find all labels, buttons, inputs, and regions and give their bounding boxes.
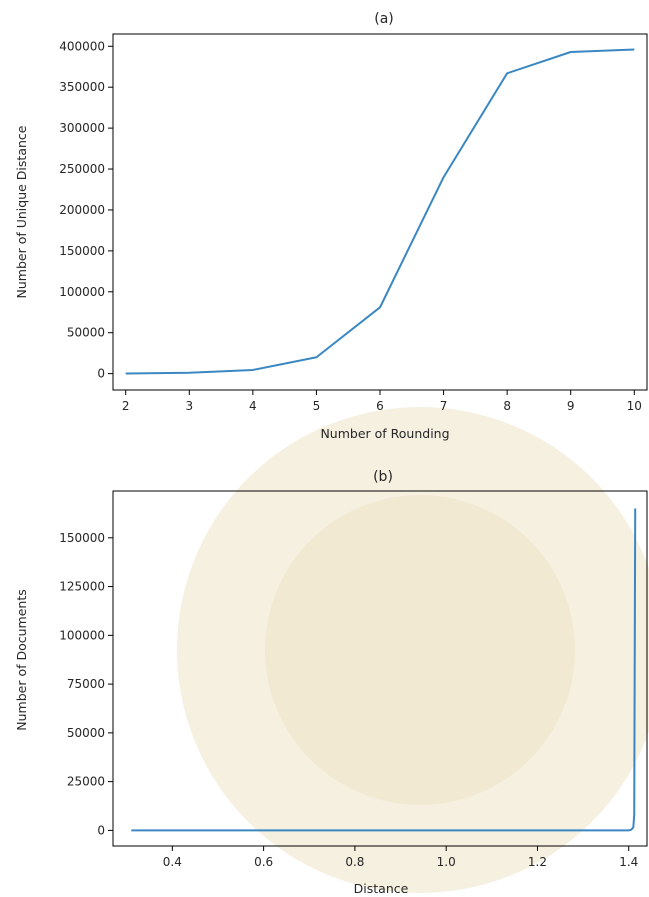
chart-a-points: [125, 49, 635, 374]
chart-b-y-tick-label: 50000: [67, 726, 105, 740]
chart-a-x-label: Number of Rounding: [320, 426, 449, 441]
chart-b-y-tick-label: 75000: [67, 677, 105, 691]
chart-b-x-ticks: 0.4 0.6 0.8 1.0 1.2 1.4: [163, 846, 638, 869]
chart-b-y-ticks: 0 25000 50000 75000 100000 125000 150000: [59, 531, 113, 837]
chart-b-x-tick-label: 1.0: [437, 855, 456, 869]
chart-b-x-tick-label: 1.2: [528, 855, 547, 869]
chart-b-x-tick-label: 1.4: [619, 855, 638, 869]
chart-b-y-label: Number of Documents: [14, 589, 29, 730]
chart-b-y-tick-label: 150000: [59, 531, 105, 545]
chart-a-series-line: [125, 48, 635, 375]
chart-a-y-tick-label: 0: [97, 367, 105, 381]
chart-b-y-tick-label: 100000: [59, 628, 105, 642]
chart-a-y-tick-label: 250000: [59, 162, 105, 176]
chart-b: (b) 0 25000 50000 75000 100000 125000 150000 0…: [14, 469, 648, 896]
chart-a-y-tick-label: 200000: [59, 203, 105, 217]
chart-a-y-tick-label: 50000: [67, 326, 105, 340]
watermark-seal-icon: [177, 407, 649, 893]
chart-a-x-tick-label: 10: [627, 399, 642, 413]
chart-a-y-ticks: 0 50000 100000 150000 200000 250000 300000 3500…: [59, 39, 113, 381]
chart-a-frame: [112, 33, 648, 391]
chart-a-x-tick-label: 7: [440, 399, 448, 413]
chart-a-x-ticks: 2 3 4 5 6 7 8 9 10: [122, 390, 642, 413]
chart-a-x-tick-label: 9: [567, 399, 575, 413]
chart-b-frame: [112, 490, 648, 847]
chart-a-y-tick-label: 150000: [59, 244, 105, 258]
chart-a-y-tick-label: 350000: [59, 80, 105, 94]
chart-a-x-tick-label: 4: [249, 399, 257, 413]
chart-b-x-tick-label: 0.4: [163, 855, 182, 869]
chart-a-y-tick-label: 100000: [59, 285, 105, 299]
chart-a-x-tick-label: 6: [376, 399, 384, 413]
chart-b-y-tick-label: 125000: [59, 580, 105, 594]
chart-a-y-tick-label: 400000: [59, 39, 105, 53]
chart-b-x-tick-label: 0.8: [345, 855, 364, 869]
chart-a: (a) 0 50000 100000 150000 200000 250000 300000…: [14, 11, 648, 441]
chart-a-y-label: Number of Unique Distance: [14, 125, 29, 298]
chart-a-title: (a): [374, 11, 394, 27]
chart-b-y-tick-label: 25000: [67, 775, 105, 789]
chart-b-title: (b): [373, 469, 393, 485]
chart-b-y-tick-label: 0: [97, 823, 105, 837]
chart-b-series-line: [131, 508, 637, 832]
chart-b-x-label: Distance: [354, 881, 409, 896]
chart-b-x-tick-label: 0.6: [254, 855, 273, 869]
chart-a-x-tick-label: 8: [503, 399, 511, 413]
chart-a-y-tick-label: 300000: [59, 121, 105, 135]
chart-a-x-tick-label: 2: [122, 399, 130, 413]
chart-a-x-tick-label: 5: [313, 399, 321, 413]
chart-a-x-tick-label: 3: [185, 399, 193, 413]
